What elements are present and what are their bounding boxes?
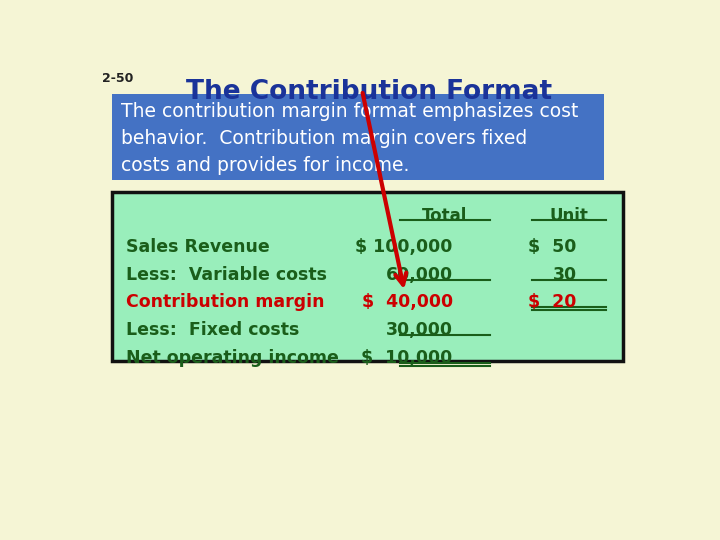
Text: Contribution margin: Contribution margin bbox=[126, 294, 324, 312]
Text: 60,000: 60,000 bbox=[386, 266, 453, 284]
Text: Sales Revenue: Sales Revenue bbox=[126, 238, 269, 256]
Text: Less:  Fixed costs: Less: Fixed costs bbox=[126, 321, 299, 339]
Text: Less:  Variable costs: Less: Variable costs bbox=[126, 266, 327, 284]
Text: $  20: $ 20 bbox=[528, 294, 577, 312]
Text: 30: 30 bbox=[552, 266, 577, 284]
Text: $  50: $ 50 bbox=[528, 238, 577, 256]
Text: $ 100,000: $ 100,000 bbox=[356, 238, 453, 256]
Text: $  40,000: $ 40,000 bbox=[361, 294, 453, 312]
Text: 2-50: 2-50 bbox=[102, 72, 133, 85]
FancyBboxPatch shape bbox=[112, 192, 624, 361]
FancyBboxPatch shape bbox=[112, 94, 604, 180]
Text: The contribution margin format emphasizes cost
behavior.  Contribution margin co: The contribution margin format emphasize… bbox=[121, 102, 578, 176]
Text: Unit: Unit bbox=[549, 207, 588, 225]
Text: $  10,000: $ 10,000 bbox=[361, 349, 453, 367]
Text: The Contribution Format: The Contribution Format bbox=[186, 79, 552, 105]
Text: Net operating income: Net operating income bbox=[126, 349, 338, 367]
Text: 30,000: 30,000 bbox=[386, 321, 453, 339]
Text: Total: Total bbox=[422, 207, 467, 225]
